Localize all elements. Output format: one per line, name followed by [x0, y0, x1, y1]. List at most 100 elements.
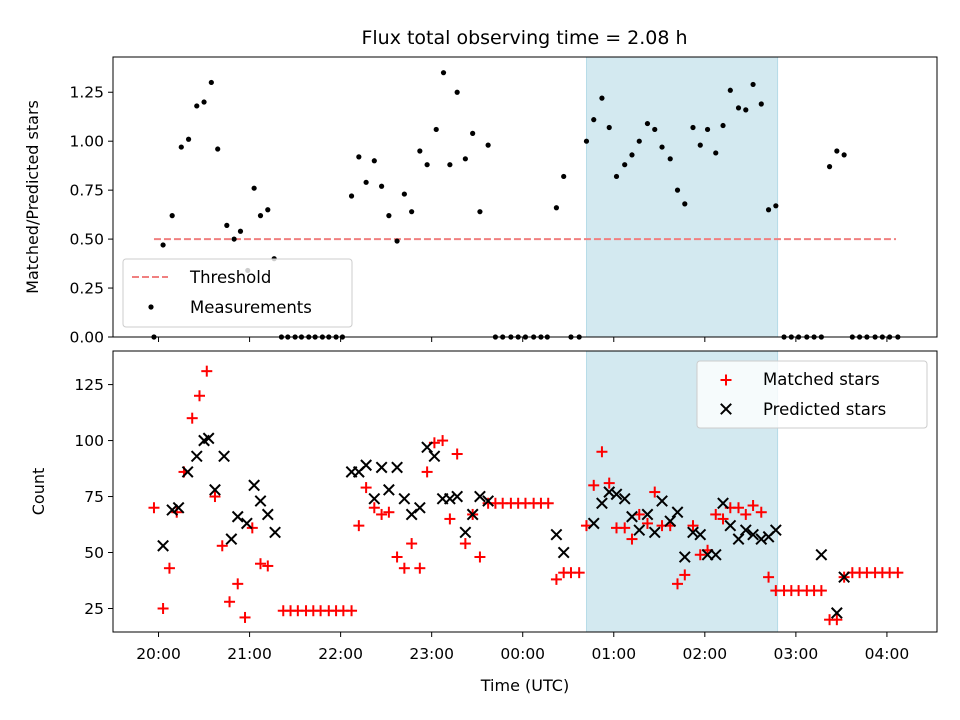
matched-star-point	[232, 578, 244, 590]
x-stroke-2	[678, 551, 691, 563]
x-stroke-2	[633, 524, 646, 537]
predicted-star-point	[815, 548, 828, 561]
measurement-point	[224, 222, 230, 228]
predicted-star-point	[587, 517, 600, 530]
x-stroke-2	[603, 486, 616, 498]
x-stroke-2	[815, 548, 828, 561]
x-tick-label: 22:00	[318, 645, 363, 663]
count-y-axis: 25 50 75 100 125	[74, 376, 113, 618]
matched-star-point	[687, 520, 699, 532]
predicted-star-point	[709, 548, 722, 561]
measurement-point	[185, 136, 192, 142]
measurement-point	[735, 105, 742, 111]
count-panel: 25 50 75 100 125 20:00 21:00 22:00 23:00 00:00 01…	[29, 350, 938, 695]
x-stroke-2	[671, 506, 684, 519]
measurement-point	[160, 242, 166, 248]
measurement-point	[765, 207, 772, 213]
measurement-point	[363, 179, 369, 185]
y-tick-label: 1.00	[69, 133, 104, 151]
x-stroke-2	[709, 548, 722, 561]
matched-star-point	[262, 560, 274, 572]
measurement-point	[622, 162, 628, 168]
predicted-star-point	[248, 479, 261, 492]
matched-star-point	[346, 605, 358, 617]
measurement-point	[682, 201, 688, 207]
predicted-star-point	[596, 497, 608, 510]
measurement-point	[251, 185, 257, 191]
matched-star-point	[239, 611, 251, 623]
matched-star-point	[649, 486, 661, 498]
x-stroke-2	[451, 490, 464, 503]
matched-star-point	[421, 466, 433, 478]
matched-star-point	[255, 558, 267, 570]
predicted-star-point	[678, 551, 691, 563]
x-stroke-2	[421, 441, 434, 454]
predicted-star-point	[641, 508, 654, 521]
matched-star-point	[626, 533, 638, 545]
y-tick-label: 0.25	[69, 280, 104, 298]
matched-star-point	[414, 562, 426, 574]
measurement-point	[704, 126, 711, 133]
matched-star-point	[596, 446, 608, 458]
predicted-star-point	[413, 501, 426, 514]
x-stroke-2	[466, 508, 479, 521]
x-tick-label: 01:00	[591, 645, 636, 663]
x-tick-label: 21:00	[227, 645, 272, 663]
matched-star-point	[383, 506, 395, 518]
measurement-point	[394, 238, 400, 244]
predicted-star-point	[391, 461, 403, 474]
x-stroke-2	[830, 607, 843, 619]
predicted-star-point	[218, 450, 230, 463]
predicted-star-point	[231, 510, 244, 523]
matched-star-point	[550, 573, 562, 585]
predicted-star-point	[618, 492, 631, 505]
x-stroke-2	[610, 488, 623, 501]
predicted-star-point	[739, 524, 752, 537]
x-stroke-2	[596, 497, 608, 510]
chart-title: Flux total observing time = 2.08 h	[361, 27, 687, 49]
predicted-star-point	[360, 459, 373, 472]
measurement-point	[371, 158, 377, 164]
predicted-star-point	[769, 524, 782, 537]
predicted-star-point	[550, 528, 563, 541]
x-stroke-2	[474, 490, 486, 503]
predicted-star-point	[166, 504, 179, 516]
y-tick-label: 0.00	[69, 329, 104, 347]
predicted-star-point	[451, 490, 464, 503]
measurement-point	[169, 213, 175, 219]
count-y-axis-label: Count	[29, 468, 48, 516]
predicted-star-point	[664, 515, 677, 528]
measurement-point	[599, 95, 605, 101]
measurement-point	[237, 228, 244, 234]
y-tick-label: 0.75	[69, 182, 104, 200]
x-stroke-2	[717, 497, 729, 510]
x-stroke-2	[375, 461, 388, 474]
x-stroke-2	[382, 483, 395, 496]
measurement-point	[553, 205, 560, 211]
x-stroke-2	[618, 492, 631, 505]
predicted-star-point	[717, 497, 729, 510]
x-stroke-2	[261, 508, 274, 521]
predicted-star-point	[459, 526, 472, 539]
ratio-x-axis	[158, 337, 888, 342]
measurement-point	[583, 138, 590, 144]
matched-star-point	[157, 602, 169, 614]
matched-star-point	[603, 477, 615, 489]
measurement-point	[356, 154, 362, 160]
matched-star-point	[398, 562, 410, 574]
matched-star-point	[451, 448, 463, 460]
measurement-point	[462, 156, 468, 162]
legend-predicted-swatch	[720, 403, 732, 415]
matched-star-point	[747, 499, 759, 511]
measurement-point	[644, 120, 651, 127]
matched-star-point	[444, 513, 456, 525]
matched-star-point	[148, 502, 160, 514]
x-stroke-2	[747, 528, 759, 541]
legend-threshold-label: Threshold	[189, 268, 271, 287]
x-stroke-2	[172, 501, 185, 514]
measurement-point	[659, 144, 665, 150]
measurement-point	[743, 107, 749, 113]
matched-star-point	[892, 567, 904, 579]
measurement-point	[652, 126, 658, 133]
legend-predicted-label: Predicted stars	[763, 400, 886, 419]
